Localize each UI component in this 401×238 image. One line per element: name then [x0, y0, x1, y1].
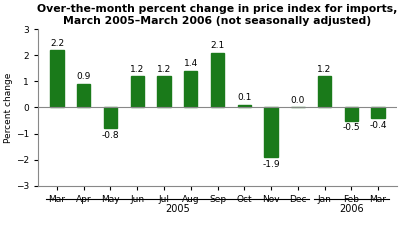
- Text: 1.2: 1.2: [318, 64, 332, 74]
- Bar: [211, 53, 224, 108]
- Text: 1.2: 1.2: [157, 64, 171, 74]
- Text: 2.1: 2.1: [211, 41, 225, 50]
- Text: -0.8: -0.8: [102, 131, 119, 140]
- Bar: [131, 76, 144, 108]
- Text: 0.0: 0.0: [291, 96, 305, 105]
- Bar: [50, 50, 64, 108]
- Bar: [371, 108, 385, 118]
- Text: -1.9: -1.9: [262, 160, 280, 169]
- Bar: [318, 76, 331, 108]
- Text: 0.1: 0.1: [237, 93, 251, 102]
- Bar: [104, 108, 117, 128]
- Text: 1.2: 1.2: [130, 64, 144, 74]
- Title: Over-the-month percent change in price index for imports,
March 2005–March 2006 : Over-the-month percent change in price i…: [37, 4, 398, 26]
- Bar: [157, 76, 171, 108]
- Text: -0.4: -0.4: [369, 120, 387, 129]
- Bar: [238, 105, 251, 108]
- Text: 2006: 2006: [339, 204, 364, 214]
- Y-axis label: Percent change: Percent change: [4, 72, 13, 143]
- Bar: [264, 108, 278, 157]
- Bar: [184, 71, 197, 108]
- Text: 2.2: 2.2: [50, 39, 64, 48]
- Text: 1.4: 1.4: [184, 60, 198, 68]
- Bar: [77, 84, 90, 108]
- Text: 2005: 2005: [165, 204, 190, 214]
- Text: -0.5: -0.5: [342, 123, 360, 132]
- Text: 0.9: 0.9: [77, 72, 91, 81]
- Bar: [344, 108, 358, 120]
